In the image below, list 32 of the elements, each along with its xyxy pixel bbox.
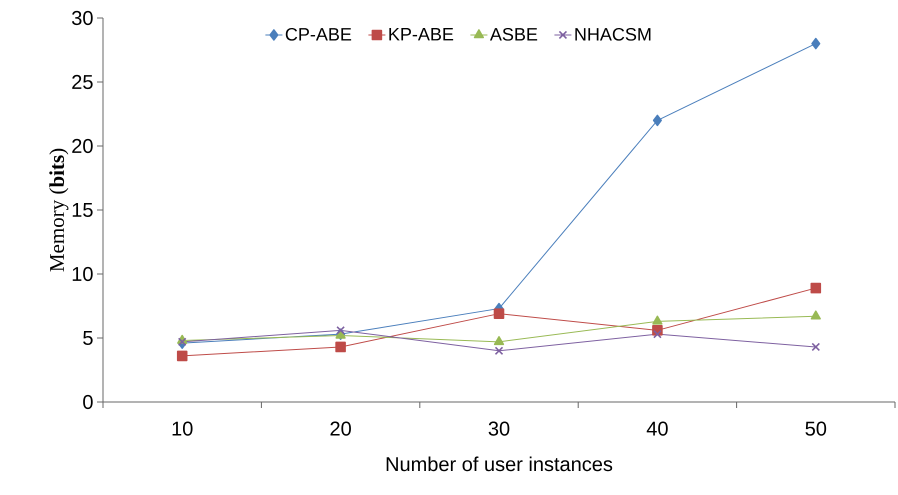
point (810, 310, 821, 320)
y-tick-label: 25 (72, 74, 93, 90)
y-tick-label: 30 (72, 10, 93, 26)
y-tick-label: 10 (72, 266, 93, 282)
point (810, 282, 822, 294)
point (811, 342, 820, 352)
x-tick-label: 40 (646, 422, 668, 436)
y-tick-label: 20 (72, 138, 93, 154)
y-axis-title: Memory (bits) (49, 148, 68, 272)
x-tick-label: 30 (488, 422, 510, 436)
x-tick-label: 20 (330, 422, 351, 436)
x-axis-title: Number of user instances (386, 456, 612, 472)
legend-label: NHACSM (575, 28, 650, 41)
point (176, 350, 188, 362)
y-tick-label: 0 (83, 394, 93, 410)
point (178, 338, 187, 346)
y-tick-label: 15 (72, 203, 93, 217)
x-tick-label: 50 (805, 422, 826, 436)
point (335, 342, 346, 352)
point (652, 114, 662, 126)
x-tick-label: 10 (172, 422, 193, 436)
point (494, 308, 504, 319)
point (494, 336, 504, 346)
point (336, 326, 345, 335)
point (494, 346, 504, 356)
point (653, 330, 662, 338)
point (811, 38, 820, 50)
legend-label: ASBE (490, 28, 538, 41)
legend-label: CP-ABE (286, 28, 352, 41)
point (652, 316, 663, 325)
y-tick-label: 5 (83, 331, 93, 345)
legend-label: KP-ABE (389, 28, 454, 40)
